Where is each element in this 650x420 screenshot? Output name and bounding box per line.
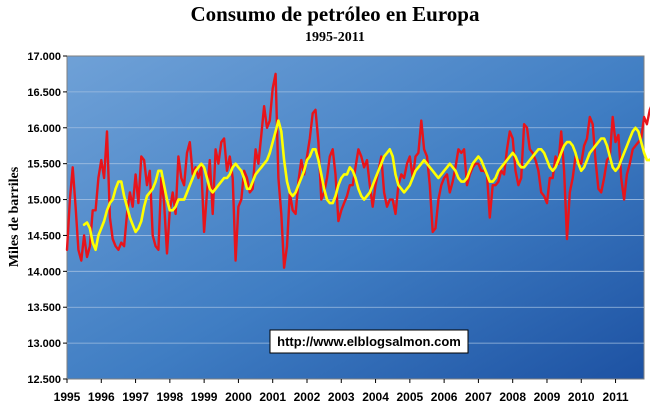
plot-background: [66, 55, 645, 380]
x-tick-label: 2000: [225, 390, 252, 404]
source-annotation: http://www.elblogsalmon.com: [269, 329, 469, 354]
y-tick-label: 13.000: [27, 338, 61, 350]
y-tick-label: 16.500: [27, 87, 61, 99]
y-tick-label: 15.000: [27, 195, 61, 207]
chart-subtitle: 1995-2011: [305, 30, 365, 45]
series-monthly-line: [65, 72, 650, 269]
x-tick-label: 2004: [362, 390, 389, 404]
y-tick-label: 16.000: [27, 123, 61, 135]
y-tick-label: 14.000: [27, 266, 61, 278]
x-tick-label: 1996: [88, 390, 115, 404]
x-tick-label: 2003: [328, 390, 355, 404]
x-tick-label: 2007: [465, 390, 492, 404]
y-tick-label: 12.500: [27, 374, 61, 386]
x-tick-label: 1995: [54, 390, 81, 404]
x-tick-label: 1999: [191, 390, 218, 404]
x-tick-label: 2011: [603, 390, 629, 404]
x-axis-ticks: 1995 1996 1997 1998 1999 2000 2001 2002 2003 2004…: [54, 379, 629, 404]
y-tick-label: 15.500: [27, 159, 61, 171]
x-tick-label: 2001: [259, 390, 286, 404]
plot-area: [65, 55, 650, 380]
y-tick-label: 17.000: [27, 51, 61, 63]
x-tick-label: 2005: [396, 390, 423, 404]
x-tick-label: 2009: [534, 390, 561, 404]
x-tick-label: 2008: [499, 390, 526, 404]
chart-title: Consumo de petróleo en Europa: [191, 2, 480, 26]
y-axis-label: Miles de barriles: [7, 166, 22, 267]
x-tick-label: 2010: [568, 390, 595, 404]
x-tick-label: 1997: [122, 390, 149, 404]
x-tick-label: 2002: [294, 390, 321, 404]
y-axis-ticks: 12.500 13.000 13.500 14.000 14.500 15.000 15.5…: [27, 51, 67, 386]
source-annotation-box: [269, 329, 469, 354]
x-tick-label: 1998: [157, 390, 184, 404]
x-tick-label: 2006: [431, 390, 458, 404]
series-moving-average-line: [82, 119, 650, 252]
y-tick-label: 13.500: [27, 302, 61, 314]
series-layer: [65, 72, 650, 269]
source-url-label: http://www.elblogsalmon.com: [277, 334, 461, 349]
y-tick-label: 14.500: [27, 230, 61, 242]
